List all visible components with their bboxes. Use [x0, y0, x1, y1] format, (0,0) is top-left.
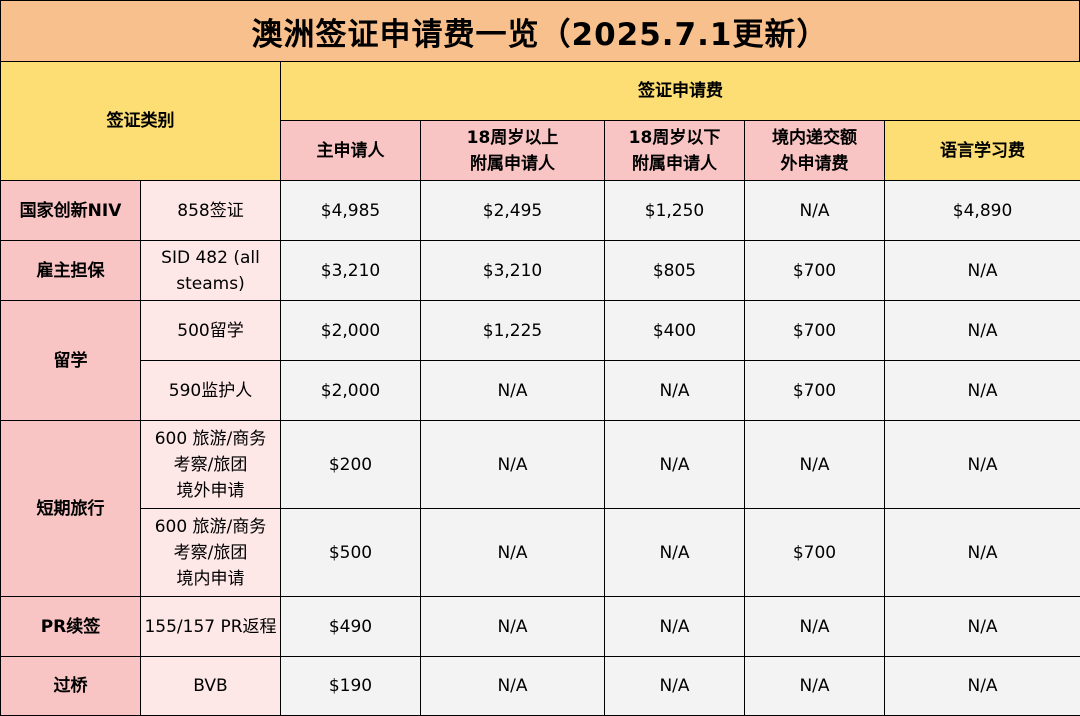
visa-type-cell: 600 旅游/商务 考察/旅团 境外申请	[140, 420, 281, 509]
fee-cell: $400	[604, 300, 745, 361]
fee-cell: N/A	[883, 360, 1080, 421]
fee-cell: $2,000	[280, 360, 421, 421]
category-cell: PR续签	[0, 596, 141, 657]
visa-type-cell: 858签证	[140, 180, 281, 241]
fee-cell: N/A	[883, 300, 1080, 361]
visa-type-cell: SID 482 (all steams)	[140, 240, 281, 301]
category-cell: 留学	[0, 300, 141, 421]
fee-cell: N/A	[744, 180, 885, 241]
fee-cell: $700	[744, 300, 885, 361]
fee-cell: $700	[744, 360, 885, 421]
fee-cell: N/A	[883, 508, 1080, 597]
fee-cell: $1,225	[420, 300, 605, 361]
fee-cell: $4,985	[280, 180, 421, 241]
fee-cell: N/A	[604, 596, 745, 657]
table-row: 雇主担保 SID 482 (all steams) $3,210 $3,210 …	[0, 240, 1080, 301]
col-header-onshore-surcharge: 境内递交额 外申请费	[744, 120, 885, 181]
visa-type-cell: 500留学	[140, 300, 281, 361]
fee-cell: N/A	[420, 360, 605, 421]
category-cell: 过桥	[0, 656, 141, 716]
table-row: PR续签 155/157 PR返程 $490 N/A N/A N/A N/A	[0, 596, 1080, 657]
fee-cell: N/A	[883, 656, 1080, 716]
page-title: 澳洲签证申请费一览（2025.7.1更新）	[0, 0, 1080, 62]
fee-cell: $2,495	[420, 180, 605, 241]
fee-cell: $490	[280, 596, 421, 657]
category-header: 签证类别	[0, 61, 281, 181]
fee-cell: $4,890	[883, 180, 1080, 241]
fee-cell: $3,210	[280, 240, 421, 301]
col-header-language-fee: 语言学习费	[883, 120, 1080, 181]
fee-cell: $1,250	[604, 180, 745, 241]
fee-cell: N/A	[744, 420, 885, 509]
visa-type-cell: BVB	[140, 656, 281, 716]
fee-cell: N/A	[604, 360, 745, 421]
fee-cell: N/A	[420, 508, 605, 597]
fee-cell: N/A	[420, 420, 605, 509]
fee-cell: $2,000	[280, 300, 421, 361]
visa-type-cell: 600 旅游/商务 考察/旅团 境内申请	[140, 508, 281, 597]
fee-cell: N/A	[883, 240, 1080, 301]
fee-cell: $805	[604, 240, 745, 301]
fee-cell: $3,210	[420, 240, 605, 301]
fee-cell: $700	[744, 508, 885, 597]
table-row: 国家创新NIV 858签证 $4,985 $2,495 $1,250 N/A $…	[0, 180, 1080, 241]
fee-cell: $190	[280, 656, 421, 716]
category-cell: 短期旅行	[0, 420, 141, 597]
table-row: 590监护人 $2,000 N/A N/A $700 N/A	[1, 360, 1080, 421]
visa-fee-table: 签证类别 签证申请费 主申请人 18周岁以上 附属申请人 18周岁以下 附属申请…	[0, 61, 1080, 716]
fee-cell: $200	[280, 420, 421, 509]
visa-type-cell: 155/157 PR返程	[140, 596, 281, 657]
fee-cell: N/A	[420, 596, 605, 657]
fee-cell: N/A	[883, 420, 1080, 509]
table-row: 600 旅游/商务 考察/旅团 境内申请 $500 N/A N/A $700 N…	[1, 508, 1080, 597]
fee-cell: N/A	[420, 656, 605, 716]
col-header-main-applicant: 主申请人	[280, 120, 421, 181]
fee-cell: N/A	[604, 420, 745, 509]
table-row: 留学 500留学 $2,000 $1,225 $400 $700 N/A	[0, 300, 1080, 421]
fee-cell: N/A	[604, 508, 745, 597]
fee-cell: N/A	[744, 656, 885, 716]
fee-cell: N/A	[883, 596, 1080, 657]
fee-group-header: 签证申请费	[279, 61, 1080, 121]
category-cell: 国家创新NIV	[0, 180, 141, 241]
col-header-dependent-over-18: 18周岁以上 附属申请人	[420, 120, 605, 181]
col-header-dependent-under-18: 18周岁以下 附属申请人	[604, 120, 745, 181]
fee-cell: $700	[744, 240, 885, 301]
fee-cell: $500	[280, 508, 421, 597]
visa-type-cell: 590监护人	[140, 360, 281, 421]
table-row: 过桥 BVB $190 N/A N/A N/A N/A	[0, 656, 1080, 716]
category-cell: 雇主担保	[0, 240, 141, 301]
fee-cell: N/A	[744, 596, 885, 657]
fee-cell: N/A	[604, 656, 745, 716]
table-row: 短期旅行 600 旅游/商务 考察/旅团 境外申请 $200 N/A N/A N…	[0, 420, 1080, 597]
